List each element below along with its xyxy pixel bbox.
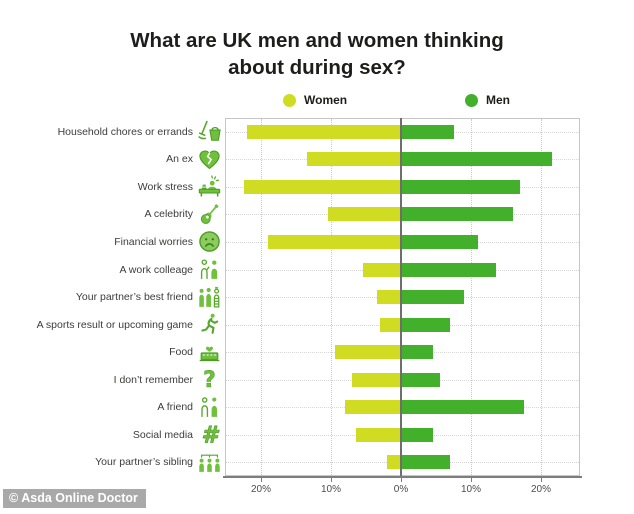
category-label: Your partner’s best friend <box>75 291 193 303</box>
men-swatch-icon <box>465 93 478 107</box>
women-bar <box>387 455 401 470</box>
category-label: An ex <box>166 153 193 166</box>
men-bar <box>401 345 433 360</box>
x-axis-tick <box>401 478 402 482</box>
men-bar <box>401 124 454 139</box>
category-label: Social media <box>132 428 193 441</box>
category-label: A friend <box>157 401 193 414</box>
women-bar <box>247 124 401 139</box>
worried-face-icon <box>196 229 223 254</box>
plot-frame <box>225 118 580 476</box>
x-axis-tick <box>471 478 472 482</box>
men-bar <box>401 455 450 470</box>
legend-item-women: Women <box>283 93 347 107</box>
chart-title: What are UK men and women thinking about… <box>0 27 634 81</box>
category-label: Financial worries <box>114 235 193 248</box>
x-tick-label: 20% <box>250 484 271 495</box>
men-bar <box>401 207 513 222</box>
category-label: Household chores or errands <box>57 125 193 138</box>
chart-title-line1: What are UK men and women thinking <box>130 28 504 52</box>
women-bar <box>334 345 401 360</box>
men-bar <box>401 372 440 387</box>
category-label: Work stress <box>137 180 193 193</box>
hashtag-icon: # <box>196 422 223 447</box>
zero-axis-line <box>400 118 402 476</box>
question-mark-icon: ? <box>196 367 223 392</box>
category-label: Food <box>169 346 193 359</box>
men-bar <box>401 427 433 442</box>
legend-men-label: Men <box>486 93 510 107</box>
men-bar <box>401 179 520 194</box>
women-bar <box>355 427 401 442</box>
cake-icon <box>196 340 223 365</box>
women-bar <box>352 372 401 387</box>
broken-heart-icon <box>196 147 223 172</box>
x-axis-tick <box>261 478 262 482</box>
women-swatch-icon <box>283 93 296 107</box>
svg-text:?: ? <box>203 368 216 392</box>
legend-women-label: Women <box>304 93 348 107</box>
women-bar <box>268 234 401 249</box>
category-label: A work colleage <box>119 263 193 276</box>
category-label: A celebrity <box>144 208 193 221</box>
family-icon <box>196 450 223 475</box>
women-bar <box>345 400 401 415</box>
men-bar <box>401 152 552 167</box>
credit-badge: © Asda Online Doctor <box>3 489 146 508</box>
men-bar <box>401 290 464 304</box>
women-bar <box>376 290 401 304</box>
friends-icon <box>196 395 223 420</box>
x-tick-label: 0% <box>393 484 409 495</box>
chart-title-line2: about during sex? <box>228 55 406 79</box>
men-bar <box>401 234 478 249</box>
colleagues-icon <box>196 257 223 282</box>
women-bar <box>327 207 401 222</box>
stress-desk-icon <box>196 174 223 199</box>
category-label: I don’t remember <box>113 373 193 386</box>
women-bar <box>380 317 401 332</box>
x-tick-label: 10% <box>320 484 341 495</box>
guitar-icon <box>196 202 223 227</box>
x-axis-tick <box>331 478 332 482</box>
x-axis-line <box>223 476 582 478</box>
runner-icon <box>196 312 223 337</box>
women-bar <box>362 262 401 277</box>
mop-bucket-icon <box>196 119 223 144</box>
x-axis-tick <box>541 478 542 482</box>
credit-text: © Asda Online Doctor <box>9 491 138 505</box>
svg-text:#: # <box>202 423 220 448</box>
men-bar <box>401 400 524 415</box>
x-tick-label: 20% <box>530 484 551 495</box>
category-label: A sports result or upcoming game <box>36 318 193 331</box>
men-bar <box>401 262 496 277</box>
x-tick-label: 10% <box>460 484 481 495</box>
men-bar <box>401 317 450 332</box>
best-friends-icon <box>196 285 223 310</box>
category-label: Your partner’s sibling <box>95 456 193 469</box>
women-bar <box>243 179 401 194</box>
legend-item-men: Men <box>465 93 510 107</box>
women-bar <box>306 152 401 167</box>
